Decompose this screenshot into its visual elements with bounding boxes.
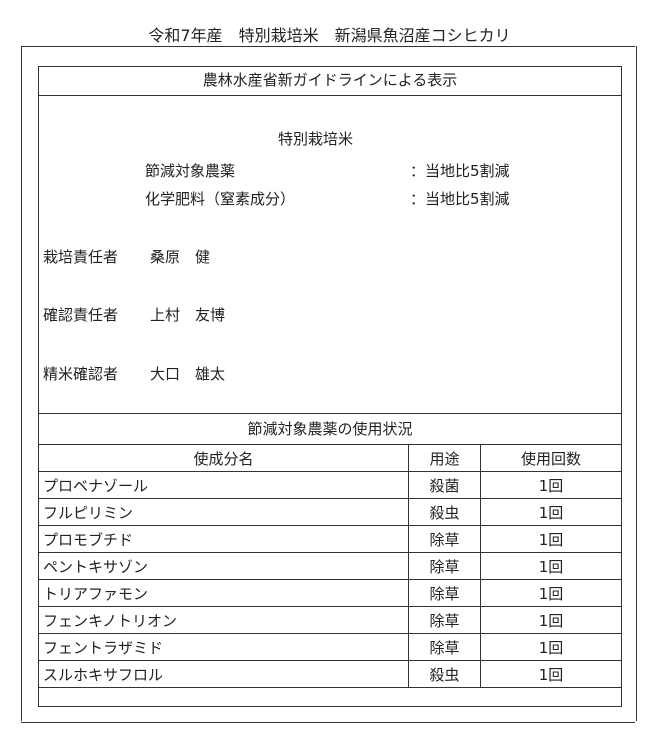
usage: 除草 [408, 579, 481, 607]
column-header: 用途 [408, 444, 481, 472]
table-row: スルホキサフロル 殺虫 1回 [38, 660, 622, 688]
usage: 除草 [408, 606, 481, 634]
usage: 除草 [408, 633, 481, 661]
ingredient-name: フェンキノトリオン [38, 606, 409, 634]
use-count: 1回 [480, 579, 622, 607]
person-role: 精米確認者 [43, 365, 119, 383]
table-row: ペントキサゾン 除草 1回 [38, 552, 622, 580]
use-count: 1回 [480, 525, 622, 553]
column-header: 使用回数 [480, 444, 622, 472]
ingredient-name: スルホキサフロル [38, 660, 409, 688]
ingredient-name: フェントラザミド [38, 633, 409, 661]
usage: 除草 [408, 552, 481, 580]
use-count: 1回 [480, 498, 622, 526]
column-header: 使成分名 [38, 444, 409, 472]
usage: 殺虫 [408, 660, 481, 688]
ingredient-name: トリアファモン [38, 579, 409, 607]
item-value: ：当地比5割減 [410, 162, 510, 180]
table-row: プロベナゾール 殺菌 1回 [38, 471, 622, 499]
ingredient-name: フルピリミン [38, 498, 409, 526]
use-count: 1回 [480, 633, 622, 661]
table-row: フェンキノトリオン 除草 1回 [38, 606, 622, 634]
item-name: 節減対象農薬 [145, 162, 236, 180]
usage: 殺菌 [408, 471, 481, 499]
person-role: 栽培責任者 [43, 248, 119, 266]
person-role: 確認責任者 [43, 306, 119, 324]
guideline-header: 農林水産省新ガイドラインによる表示 [38, 66, 622, 96]
use-count: 1回 [480, 606, 622, 634]
table-row: フェントラザミド 除草 1回 [38, 633, 622, 661]
outer-frame [21, 46, 635, 723]
usage-header: 節減対象農薬の使用状況 [38, 413, 622, 444]
use-count: 1回 [480, 471, 622, 499]
use-count: 1回 [480, 552, 622, 580]
usage: 殺虫 [408, 498, 481, 526]
item-value: ：当地比5割減 [410, 190, 510, 208]
pesticide-table: 使成分名 用途 使用回数 プロベナゾール 殺菌 1回 フルピリミン 殺虫 1回 プロモブチド… [38, 444, 622, 688]
document-title: 令和7年産 特別栽培米 新潟県魚沼産コシヒカリ [148, 26, 511, 45]
table-header-row: 使成分名 用途 使用回数 [38, 444, 622, 472]
table-row: プロモブチド 除草 1回 [38, 525, 622, 553]
item-name: 化学肥料（窒素成分） [145, 190, 296, 208]
use-count: 1回 [480, 660, 622, 688]
person-name: 大口 雄太 [150, 365, 226, 383]
label-box [38, 66, 622, 707]
outer-frame-sides [21, 46, 637, 721]
cultivation-type: 特別栽培米 [278, 130, 354, 148]
ingredient-name: プロモブチド [38, 525, 409, 553]
ingredient-name: ペントキサゾン [38, 552, 409, 580]
person-name: 上村 友博 [150, 306, 226, 324]
usage: 除草 [408, 525, 481, 553]
table-row: フルピリミン 殺虫 1回 [38, 498, 622, 526]
table-row: トリアファモン 除草 1回 [38, 579, 622, 607]
ingredient-name: プロベナゾール [38, 471, 409, 499]
person-name: 桑原 健 [150, 248, 211, 266]
